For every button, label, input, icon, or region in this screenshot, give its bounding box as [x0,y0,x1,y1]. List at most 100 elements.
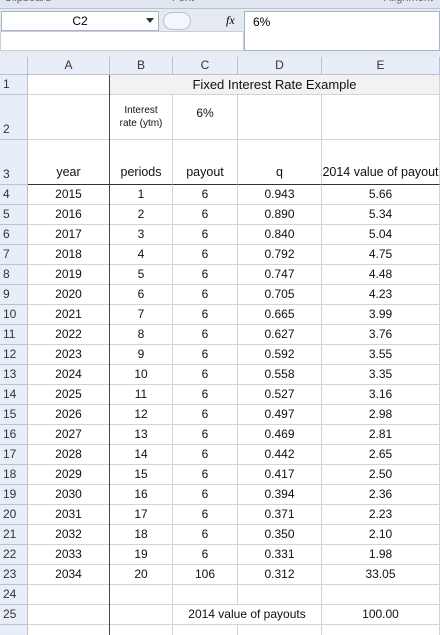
data-cell[interactable]: 2.50 [322,465,440,485]
column-header[interactable]: A [28,57,110,75]
data-cell[interactable]: 0.943 [238,185,322,205]
data-cell[interactable]: 0.665 [238,305,322,325]
data-cell[interactable]: 6 [173,265,238,285]
data-cell[interactable]: 6 [173,225,238,245]
data-cell[interactable]: 2027 [28,425,110,445]
data-cell[interactable]: 0.792 [238,245,322,265]
data-cell[interactable]: 2016 [28,205,110,225]
data-cell[interactable]: 4 [110,245,173,265]
data-cell[interactable]: 7 [110,305,173,325]
column-header[interactable]: B [110,57,173,75]
data-cell[interactable]: 3 [110,225,173,245]
data-cell[interactable]: 2018 [28,245,110,265]
ribbon-group[interactable]: Clipboard [4,0,51,4]
row-header[interactable]: 25 [0,605,28,625]
row-header[interactable]: 22 [0,545,28,565]
data-cell[interactable]: 0.592 [238,345,322,365]
row-header[interactable]: 7 [0,245,28,265]
data-cell[interactable]: 2.10 [322,525,440,545]
title-cell[interactable]: Fixed Interest Rate Example [110,75,440,95]
row-header[interactable]: 10 [0,305,28,325]
cell[interactable] [28,95,110,140]
cell[interactable] [238,585,322,605]
data-cell[interactable]: 4.75 [322,245,440,265]
data-cell[interactable]: 6 [173,345,238,365]
data-cell[interactable]: 3.16 [322,385,440,405]
cell[interactable] [28,75,110,95]
row-header[interactable]: 3 [0,140,28,185]
ribbon-group[interactable]: Alignment [384,0,433,4]
row-header[interactable]: 2 [0,95,28,140]
data-cell[interactable]: 17 [110,505,173,525]
data-cell[interactable]: 0.890 [238,205,322,225]
data-cell[interactable]: 5 [110,265,173,285]
data-cell[interactable]: 6 [173,525,238,545]
data-cell[interactable]: 2029 [28,465,110,485]
data-cell[interactable]: 2.81 [322,425,440,445]
data-cell[interactable]: 6 [173,185,238,205]
row-header[interactable]: 14 [0,385,28,405]
corner[interactable] [0,57,28,75]
splitter-button[interactable] [163,12,191,30]
data-cell[interactable]: 0.469 [238,425,322,445]
data-cell[interactable]: 6 [173,445,238,465]
column-title[interactable]: year [28,140,110,185]
row-header[interactable]: 15 [0,405,28,425]
data-cell[interactable]: 6 [173,365,238,385]
column-header[interactable]: E [322,57,440,75]
data-cell[interactable]: 2034 [28,565,110,585]
data-cell[interactable]: 14 [110,445,173,465]
column-title[interactable]: 2014 value of payout [322,140,440,185]
data-cell[interactable]: 2023 [28,345,110,365]
data-cell[interactable]: 3.99 [322,305,440,325]
rate-label[interactable]: Interest rate (ytm) [110,95,173,140]
data-cell[interactable]: 2017 [28,225,110,245]
data-cell[interactable]: 2030 [28,485,110,505]
data-cell[interactable]: 2.36 [322,485,440,505]
cell[interactable] [322,585,440,605]
data-cell[interactable]: 6 [173,545,238,565]
data-cell[interactable]: 2024 [28,365,110,385]
row-header[interactable]: 26 [0,625,28,635]
data-cell[interactable]: 2032 [28,525,110,545]
column-title[interactable]: payout [173,140,238,185]
data-cell[interactable]: 6 [110,285,173,305]
data-cell[interactable]: 6 [173,505,238,525]
row-header[interactable]: 9 [0,285,28,305]
cell[interactable] [110,625,173,635]
data-cell[interactable]: 3.76 [322,325,440,345]
row-header[interactable]: 19 [0,485,28,505]
total-label[interactable]: 2014 value of payouts [173,605,322,625]
data-cell[interactable]: 0.840 [238,225,322,245]
data-cell[interactable]: 5.34 [322,205,440,225]
data-cell[interactable]: 0.417 [238,465,322,485]
data-cell[interactable]: 10 [110,365,173,385]
row-header[interactable]: 18 [0,465,28,485]
data-cell[interactable]: 12 [110,405,173,425]
data-cell[interactable]: 11 [110,385,173,405]
data-cell[interactable]: 2.23 [322,505,440,525]
data-cell[interactable]: 19 [110,545,173,565]
data-cell[interactable]: 0.705 [238,285,322,305]
data-cell[interactable]: 1.98 [322,545,440,565]
row-header[interactable]: 11 [0,325,28,345]
row-header[interactable]: 12 [0,345,28,365]
data-cell[interactable]: 5.66 [322,185,440,205]
cell[interactable] [28,605,110,625]
data-cell[interactable]: 1 [110,185,173,205]
data-cell[interactable]: 0.371 [238,505,322,525]
cell[interactable] [322,625,440,635]
row-header[interactable]: 13 [0,365,28,385]
data-cell[interactable]: 106 [173,565,238,585]
column-header[interactable]: C [173,57,238,75]
data-cell[interactable]: 2033 [28,545,110,565]
ribbon-group[interactable]: Font [172,0,194,4]
cell[interactable] [110,585,173,605]
data-cell[interactable]: 0.331 [238,545,322,565]
row-header[interactable]: 24 [0,585,28,605]
row-header[interactable]: 6 [0,225,28,245]
data-cell[interactable]: 2.65 [322,445,440,465]
row-header[interactable]: 17 [0,445,28,465]
data-cell[interactable]: 6 [173,205,238,225]
cell[interactable] [238,625,322,635]
